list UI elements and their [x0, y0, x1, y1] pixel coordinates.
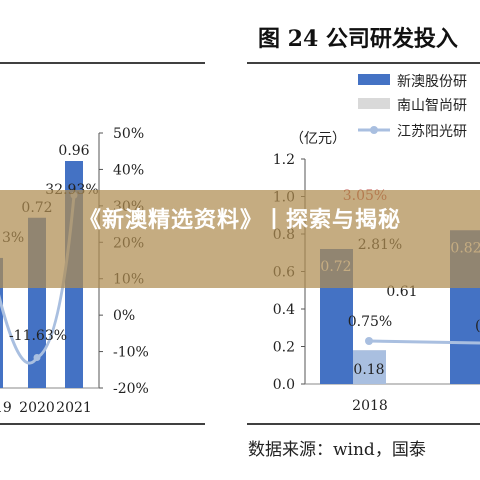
right-bar-value-label: 0.61	[386, 284, 417, 300]
left-category-label: 2021	[56, 400, 92, 416]
legend-label: 江苏阳光研	[397, 124, 467, 140]
right-y-axis-tick-label: 1.2	[273, 152, 295, 168]
left-right-axis-tick-label: 0%	[113, 308, 135, 324]
legend-label: 新澳股份研	[397, 74, 467, 90]
left-growth-label: -11.63%	[9, 328, 67, 344]
right-y-axis-tick-label: 0.4	[273, 302, 295, 318]
right-bar-value-label: 0.18	[353, 362, 384, 378]
right-growth-point	[365, 337, 373, 345]
legend-swatch	[358, 98, 390, 109]
left-right-axis-tick-label: -10%	[113, 345, 149, 361]
right-y-axis-title: （亿元）	[290, 131, 346, 147]
overlay-banner	[0, 190, 480, 288]
left-right-axis-tick-label: 50%	[113, 126, 144, 142]
legend-swatch-marker	[370, 126, 378, 134]
right-source-note: 数据来源：wind，国泰	[248, 440, 426, 460]
right-chart-title: 图 24 公司研发投入	[258, 26, 458, 52]
right-bar	[353, 350, 386, 384]
legend-label: 南山智尚研	[397, 98, 467, 114]
left-bar	[0, 257, 3, 388]
left-bar-value-label: 0.96	[58, 143, 89, 159]
left-right-axis-tick-label: -20%	[113, 381, 149, 397]
right-growth-label: 0.75%	[348, 314, 392, 330]
left-category-label: 2019	[0, 400, 12, 416]
left-right-axis-tick-label: 40%	[113, 162, 144, 178]
left-growth-point	[33, 354, 41, 362]
legend-swatch	[358, 74, 390, 85]
right-growth-line	[368, 339, 480, 345]
right-y-axis-tick-label: 0.0	[273, 377, 295, 393]
right-y-axis-tick-label: 0.2	[273, 340, 295, 356]
right-growth-label-partial: (	[475, 318, 480, 334]
banner-title: 《新澳精选资料》丨探索与揭秘	[78, 208, 401, 233]
right-category-label: 2018	[352, 398, 388, 414]
left-category-label: 2020	[19, 400, 55, 416]
